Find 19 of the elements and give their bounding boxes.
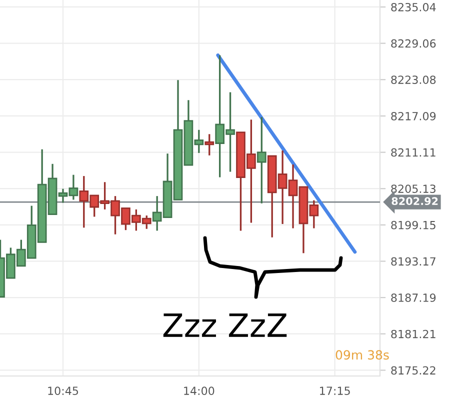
- y-tick-label: 8205.13: [391, 184, 436, 193]
- x-tick-label: 14:00: [184, 386, 214, 396]
- y-tick-label: 8229.06: [391, 39, 436, 48]
- y-tick-label: 8223.08: [391, 76, 436, 84]
- y-tick-label: 8187.19: [391, 294, 436, 302]
- x-tick-label: 17:15: [320, 386, 350, 396]
- y-tick-label: 8235.04: [391, 2, 436, 12]
- y-tick-label: 8193.17: [391, 257, 436, 266]
- annotation: 09m 38s: [336, 350, 389, 360]
- candlestick: [204, 133, 214, 156]
- y-tick-label: 8175.22: [391, 366, 436, 375]
- y-tick-label: 8199.15: [391, 220, 436, 230]
- candlestick: [256, 116, 266, 204]
- y-tick-label: 8217.09: [391, 112, 436, 120]
- x-tick-label: 10:45: [48, 386, 78, 396]
- y-tick-label: 8211.11: [391, 148, 436, 157]
- y-tick-label: 8181.21: [391, 330, 436, 338]
- ref-line-label: 8202.92: [392, 197, 438, 206]
- annotation: Zzz ZzZ: [163, 314, 287, 337]
